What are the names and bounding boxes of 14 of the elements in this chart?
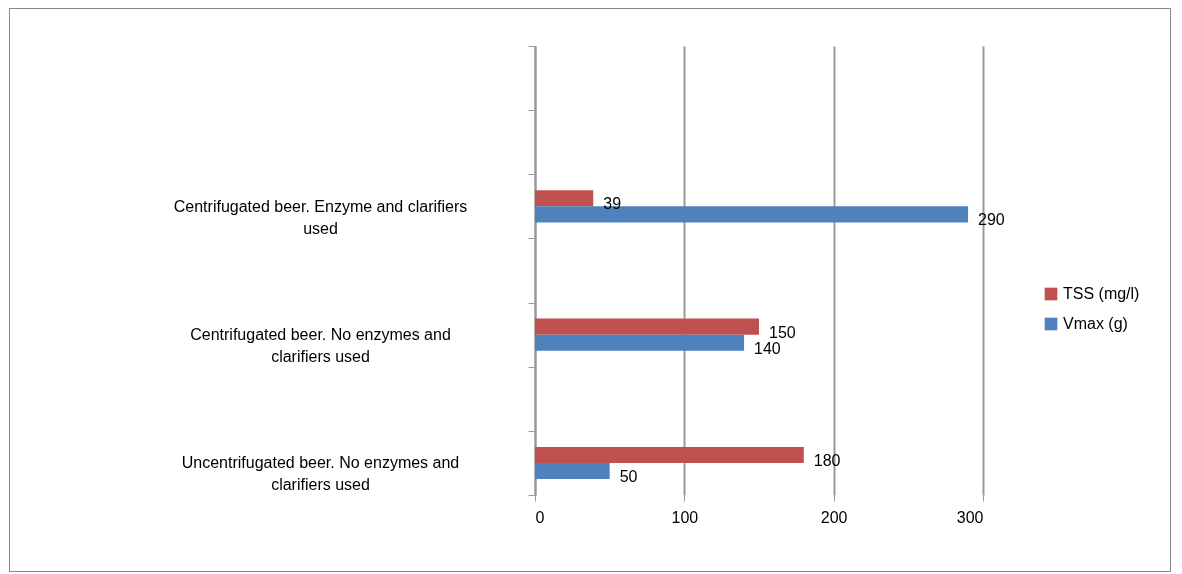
x-tick-label: 0 [535, 508, 545, 526]
x-tick-label: 300 [956, 508, 984, 526]
data-label: 180 [813, 451, 841, 469]
data-label: 140 [754, 339, 781, 357]
x-tick-label: 200 [820, 508, 848, 526]
y-tick-label: Uncentrifugated beer. No enzymes and clarifiers used [181, 454, 460, 494]
y-tick-label: Centrifugated beer. No enzymes and clarifiers used [190, 326, 451, 366]
data-label: 50 [619, 467, 638, 485]
data-label: 290 [978, 211, 1005, 229]
legend-label: TSS (mg/l) [1063, 285, 1140, 302]
x-tick-label: 100 [671, 508, 699, 526]
data-label: 150 [769, 323, 796, 341]
y-tick-label: Centrifugated beer. Enzyme and clarifiers used [173, 197, 468, 237]
legend-label: Vmax (g) [1063, 315, 1128, 332]
